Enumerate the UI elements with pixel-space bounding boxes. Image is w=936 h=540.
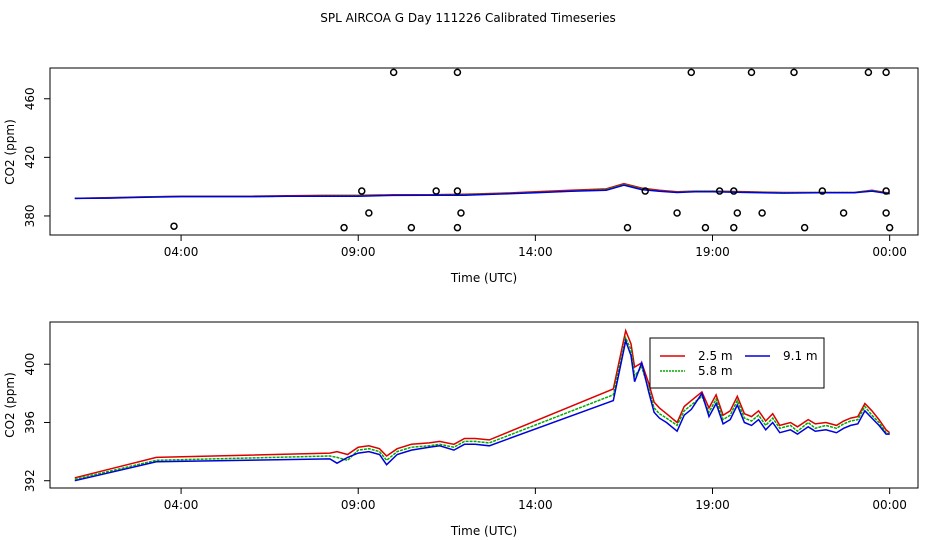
bottom-series-line-2-5-m bbox=[74, 328, 891, 479]
top-x-tick-label: 09:00 bbox=[341, 245, 376, 259]
top-outlier-point bbox=[730, 223, 738, 232]
top-outlier-point bbox=[389, 68, 398, 77]
top-outlier-point bbox=[170, 222, 178, 230]
bottom-y-tick-label: 396 bbox=[23, 411, 37, 434]
figure-title: SPL AIRCOA G Day 111226 Calibrated Times… bbox=[320, 11, 615, 25]
top-outlier-point bbox=[715, 187, 724, 195]
top-outlier-point bbox=[641, 187, 649, 195]
bottom-y-tick-label: 400 bbox=[23, 353, 37, 376]
top-x-tick-label: 14:00 bbox=[518, 245, 553, 259]
top-outlier-point bbox=[733, 209, 742, 217]
bottom-series-line-9-1-m bbox=[74, 338, 890, 482]
top-outlier-point bbox=[432, 187, 440, 195]
top-outlier-point bbox=[687, 68, 696, 77]
top-outlier-point bbox=[340, 223, 348, 232]
top-y-tick-label: 460 bbox=[23, 87, 37, 110]
top-outlier-point bbox=[623, 223, 632, 232]
bottom-series-line-5-8-m bbox=[74, 335, 890, 481]
bottom-x-axis-label: Time (UTC) bbox=[450, 524, 517, 538]
top-x-tick-label: 00:00 bbox=[872, 245, 907, 259]
top-axis-ticks: 04:00 09:00 14:00 19:00 00:00 380 420 460 bbox=[23, 87, 907, 259]
top-outlier-point bbox=[864, 68, 873, 77]
top-outlier-point bbox=[453, 68, 462, 77]
top-outlier-point bbox=[758, 209, 766, 217]
bottom-x-tick-label: 04:00 bbox=[164, 498, 199, 512]
bottom-series-group bbox=[74, 328, 891, 482]
bottom-y-tick-label: 392 bbox=[23, 469, 37, 492]
bottom-axis-ticks: 04:00 09:00 14:00 19:00 00:00 392 396 400 bbox=[23, 353, 907, 512]
top-series-group bbox=[74, 182, 890, 200]
top-outlier-point bbox=[800, 223, 809, 232]
legend-box bbox=[649, 337, 825, 389]
bottom-x-tick-label: 14:00 bbox=[518, 498, 553, 512]
top-outlier-point bbox=[701, 223, 710, 232]
bottom-x-tick-label: 00:00 bbox=[872, 498, 907, 512]
legend-label-5-8m: 5.8 m bbox=[698, 364, 733, 378]
bottom-y-axis-label: CO2 (ppm) bbox=[3, 372, 17, 438]
legend-label-9-1m: 9.1 m bbox=[783, 349, 818, 363]
legend-label-2-5m: 2.5 m bbox=[698, 349, 733, 363]
top-outlier-point bbox=[673, 209, 681, 217]
bottom-x-tick-label: 09:00 bbox=[341, 498, 376, 512]
top-y-tick-label: 380 bbox=[23, 205, 37, 228]
top-y-axis-label: CO2 (ppm) bbox=[3, 119, 17, 185]
top-x-tick-label: 19:00 bbox=[695, 245, 730, 259]
top-outlier-point bbox=[453, 223, 462, 232]
bottom-panel: 04:00 09:00 14:00 19:00 00:00 392 396 400 Time … bbox=[3, 321, 919, 538]
top-outlier-point bbox=[747, 68, 756, 77]
top-x-axis-label: Time (UTC) bbox=[450, 271, 517, 285]
top-outlier-point bbox=[730, 187, 738, 195]
top-outlier-point bbox=[839, 209, 848, 217]
bottom-plot-frame bbox=[49, 321, 919, 489]
top-outlier-point bbox=[358, 187, 366, 195]
top-y-tick-label: 420 bbox=[23, 146, 37, 169]
top-outlier-point bbox=[790, 68, 798, 77]
top-outlier-point bbox=[457, 209, 465, 217]
top-outlier-point bbox=[885, 223, 894, 232]
top-plot-frame bbox=[49, 67, 919, 236]
top-outlier-points bbox=[170, 68, 894, 232]
top-outlier-point bbox=[365, 209, 373, 217]
top-outlier-point bbox=[882, 68, 890, 77]
top-x-tick-label: 04:00 bbox=[164, 245, 199, 259]
top-outlier-point bbox=[818, 187, 827, 195]
top-outlier-point bbox=[882, 209, 890, 217]
top-outlier-point bbox=[407, 223, 416, 232]
legend: 2.5 m 5.8 m 9.1 m bbox=[649, 337, 825, 389]
top-outlier-point bbox=[882, 187, 890, 195]
top-panel: 04:00 09:00 14:00 19:00 00:00 380 420 460 Time … bbox=[3, 67, 919, 285]
top-outlier-point bbox=[453, 187, 462, 195]
bottom-x-tick-label: 19:00 bbox=[695, 498, 730, 512]
top-series-line-9-1-m bbox=[74, 184, 890, 200]
